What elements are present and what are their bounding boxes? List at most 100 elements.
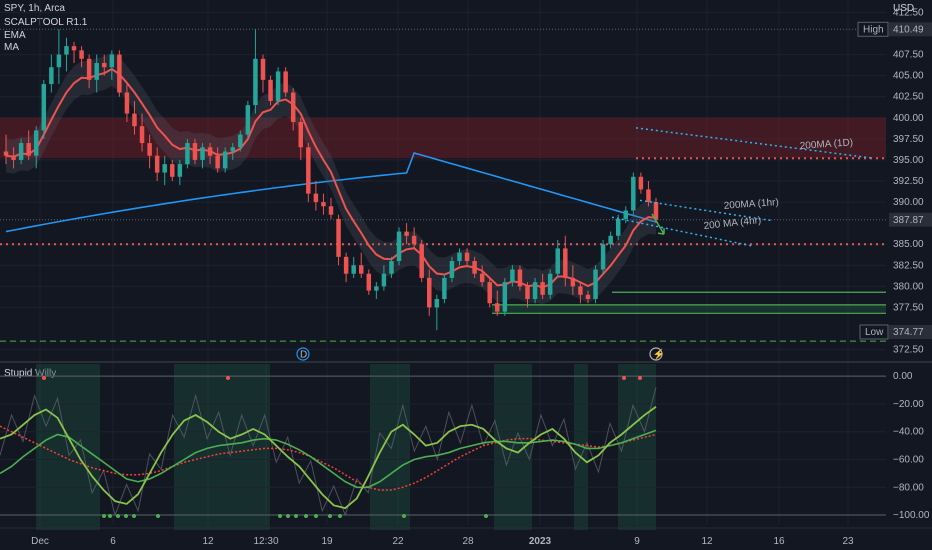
candle-body [434, 299, 440, 308]
candle-body [427, 277, 432, 308]
dividend-marker-label: D [300, 350, 307, 361]
candle-body [215, 155, 220, 169]
candle-body [109, 54, 115, 68]
candle-body [336, 218, 341, 257]
candle-body [487, 282, 492, 304]
candle-body [653, 202, 659, 220]
candle-body [411, 235, 417, 245]
osc-tick-label: −40.00 [893, 427, 924, 438]
candle-body [608, 235, 613, 245]
candle-body [275, 71, 281, 101]
candle-body [306, 147, 311, 194]
price-tick-label: 405.00 [893, 71, 924, 82]
candle-body [343, 256, 349, 274]
earnings-marker-label: ⚡ [653, 348, 665, 361]
willy-fast-line [0, 405, 657, 510]
candle-body [222, 151, 228, 169]
candle-body [472, 261, 477, 274]
candle-body [253, 58, 258, 106]
indicator-ma[interactable]: MA [4, 42, 19, 53]
candle-body [351, 265, 356, 274]
candle-body [381, 273, 387, 287]
price-tick-label: 392.50 [893, 176, 924, 187]
candle-body [207, 147, 213, 156]
low-tag [859, 324, 889, 340]
candle-body [170, 164, 175, 177]
candle-body [283, 71, 288, 93]
price-tick-label: 412.50 [893, 7, 924, 18]
overbought-dot [622, 376, 626, 380]
candle-body [563, 248, 568, 278]
symbol-title[interactable]: SPY, 1h, Arca [4, 3, 65, 14]
candle-body [510, 269, 515, 283]
osc-tick-label: −80.00 [893, 482, 924, 493]
candle-body [389, 261, 394, 274]
candle-body [540, 282, 545, 295]
time-tick-label: 12 [701, 536, 713, 547]
candle-body [419, 244, 424, 278]
candle-body [147, 143, 152, 156]
candle-body [600, 244, 606, 270]
time-tick-label: 28 [462, 536, 474, 547]
oversold-dot [156, 514, 160, 518]
price-tick-label: 400.00 [893, 113, 924, 124]
candle-body [192, 143, 198, 160]
price-tick-label: 407.50 [893, 50, 924, 61]
osc-tick-label: 0.00 [893, 371, 913, 382]
price-tick-label: 382.50 [893, 260, 924, 271]
oversold-zone [174, 364, 270, 530]
ema-line [5, 67, 657, 289]
candle-body [41, 84, 47, 131]
overbought-dot [42, 376, 46, 380]
osc-tick-label: −20.00 [893, 399, 924, 410]
candle-body [631, 176, 636, 211]
candle-body [290, 92, 296, 122]
candle-body [268, 79, 273, 101]
candle-body [578, 286, 583, 295]
dividend-marker [296, 347, 310, 361]
time-tick-label: Dec [31, 536, 49, 547]
high-tag-label: High [863, 24, 884, 35]
label-200ma-1d: 200MA (1D) [799, 137, 853, 152]
candle-body [374, 286, 379, 291]
candle-body [404, 231, 409, 236]
candle-body [555, 248, 560, 274]
candle-body [33, 130, 39, 156]
candle-body [71, 46, 77, 51]
candle-body [245, 105, 251, 135]
candle-body [298, 122, 304, 148]
candle-body [585, 294, 591, 299]
oscillator-title[interactable]: Stupid Willy [4, 368, 57, 379]
candle-body [94, 63, 99, 80]
candle-body [502, 282, 508, 312]
candle-body [358, 265, 364, 274]
high-value: 410.49 [893, 24, 924, 35]
price-tick-label: 380.00 [893, 281, 924, 292]
time-tick-label: 22 [392, 536, 404, 547]
oversold-dot [108, 514, 112, 518]
indicator-ema[interactable]: EMA [4, 30, 26, 41]
candle-body [464, 252, 470, 262]
candle-body [479, 273, 485, 283]
oversold-dot [328, 514, 332, 518]
low-value: 374.77 [893, 327, 924, 338]
price-tick-label: 372.50 [893, 345, 924, 356]
candle-body [623, 210, 629, 219]
oversold-dot [304, 514, 308, 518]
indicator-scalptool[interactable]: SCALPTOOL R1.1 [4, 17, 88, 28]
candle-body [102, 63, 107, 68]
price-tick-label: 395.00 [893, 155, 924, 166]
earnings-marker [649, 347, 663, 361]
candle-body [396, 231, 402, 262]
overbought-dot [226, 376, 230, 380]
candle-body [162, 164, 167, 173]
candle-body [56, 54, 62, 68]
candle-body [495, 303, 500, 312]
candle-body [570, 277, 576, 287]
oversold-dot [132, 514, 136, 518]
time-tick-label: 2023 [529, 536, 552, 547]
time-tick-label: 16 [773, 536, 785, 547]
support-zone [492, 304, 886, 314]
willy-slow-line [0, 429, 657, 489]
